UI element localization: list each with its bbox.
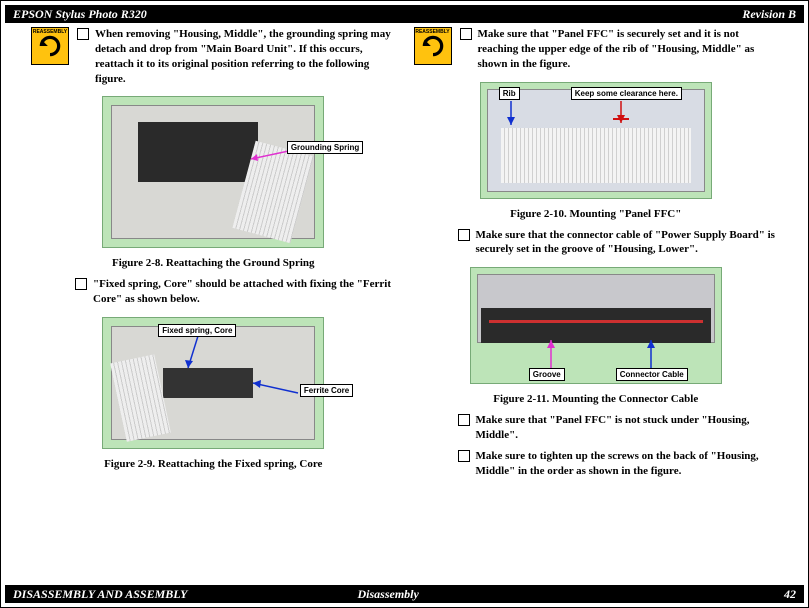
header-bar: EPSON Stylus Photo R320 Revision B: [5, 5, 804, 23]
checkbox-icon: [458, 229, 470, 241]
item-text: Make sure that the connector cable of "P…: [476, 228, 779, 258]
footer-right: 42: [616, 587, 796, 602]
callout: Rib: [499, 87, 520, 100]
bullet-item: "Fixed spring, Core" should be attached …: [75, 277, 396, 307]
bullet-item: When removing "Housing, Middle", the gro…: [77, 27, 396, 86]
bullet-item: Make sure that the connector cable of "P…: [458, 228, 779, 258]
header-left: EPSON Stylus Photo R320: [13, 7, 147, 22]
figure-2-8: Grounding Spring Figure 2-8. Reattaching…: [31, 96, 396, 269]
item-text: Make sure that "Panel FFC" is not stuck …: [476, 413, 779, 443]
callout: Ferrite Core: [300, 384, 353, 397]
reassembly-icon: REASSEMBLY: [31, 27, 69, 65]
item-text: When removing "Housing, Middle", the gro…: [95, 27, 396, 86]
left-column: REASSEMBLY When removing "Housing, Middl…: [31, 27, 396, 581]
bullet-item: Make sure that "Panel FFC" is not stuck …: [458, 413, 779, 443]
item-text: "Fixed spring, Core" should be attached …: [93, 277, 396, 307]
figure-caption: Figure 2-8. Reattaching the Ground Sprin…: [31, 257, 396, 269]
footer-left: DISASSEMBLY AND ASSEMBLY: [13, 587, 358, 602]
footer-center: Disassembly: [358, 587, 616, 602]
callout: Keep some clearance here.: [571, 87, 682, 100]
item-text: Make sure to tighten up the screws on th…: [476, 449, 779, 479]
header-right: Revision B: [742, 7, 796, 22]
figure-2-9: Fixed spring, Core Ferrite Core Figure 2…: [31, 317, 396, 470]
figure-caption: Figure 2-10. Mounting "Panel FFC": [414, 208, 779, 220]
figure-2-10: Rib Keep some clearance here. Figure 2-1…: [414, 82, 779, 220]
reassembly-label: REASSEMBLY: [32, 29, 68, 35]
callout: Groove: [529, 368, 565, 381]
right-column: REASSEMBLY Make sure that "Panel FFC" is…: [414, 27, 779, 581]
item-text: Make sure that "Panel FFC" is securely s…: [478, 27, 779, 72]
checkbox-icon: [77, 28, 89, 40]
reassembly-icon: REASSEMBLY: [414, 27, 452, 65]
figure-caption: Figure 2-9. Reattaching the Fixed spring…: [31, 458, 396, 470]
bullet-item: Make sure to tighten up the screws on th…: [458, 449, 779, 479]
callout: Grounding Spring: [287, 141, 363, 154]
callout: Connector Cable: [616, 368, 688, 381]
bullet-item: Make sure that "Panel FFC" is securely s…: [460, 27, 779, 72]
content: REASSEMBLY When removing "Housing, Middl…: [31, 27, 778, 581]
checkbox-icon: [75, 278, 87, 290]
figure-2-11: Groove Connector Cable Figure 2-11. Moun…: [414, 267, 779, 405]
checkbox-icon: [458, 414, 470, 426]
callout: Fixed spring, Core: [158, 324, 236, 337]
checkbox-icon: [458, 450, 470, 462]
checkbox-icon: [460, 28, 472, 40]
reassembly-label: REASSEMBLY: [415, 29, 451, 35]
figure-caption: Figure 2-11. Mounting the Connector Cabl…: [414, 393, 779, 405]
page: EPSON Stylus Photo R320 Revision B REASS…: [0, 0, 809, 608]
footer-bar: DISASSEMBLY AND ASSEMBLY Disassembly 42: [5, 585, 804, 603]
